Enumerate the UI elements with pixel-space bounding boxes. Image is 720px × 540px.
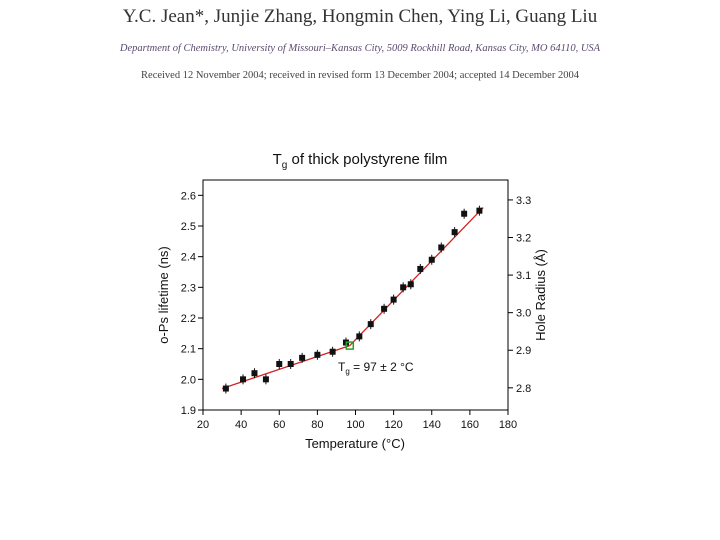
data-point [329,348,336,355]
tg-chart: Tg of thick polystyrene film 20 40 60 80 100… [156,151,548,451]
data-point [251,370,258,377]
data-point [461,210,468,217]
x-tick-label: 160 [461,419,479,431]
y-axis-right: 2.8 2.9 3.0 3.1 3.2 3.3 [508,195,531,395]
data-point [262,376,269,383]
x-axis-label: Temperature (°C) [305,436,405,451]
y2-tick-label: 3.2 [516,233,531,245]
paper-received-dates: Received 12 November 2004; received in r… [141,70,579,81]
x-tick-label: 20 [197,419,209,431]
data-points [222,205,483,394]
data-point [367,321,374,328]
x-tick-label: 100 [346,419,364,431]
y-tick-label: 2.4 [181,252,196,264]
x-tick-label: 40 [235,419,247,431]
tg-annotation-main: T [338,360,346,374]
y2-tick-label: 2.9 [516,345,531,357]
y-tick-label: 2.1 [181,344,196,356]
x-tick-label: 60 [273,419,285,431]
y-tick-label: 1.9 [181,405,196,417]
data-point [476,207,483,214]
tg-annotation-rest: = 97 ± 2 °C [350,360,414,374]
tg-point-marker [345,341,355,350]
x-tick-label: 140 [423,419,441,431]
data-point [407,281,414,288]
chart-title-rest: of thick polystyrene film [287,151,447,168]
x-tick-label: 180 [499,419,517,431]
y-tick-label: 2.0 [181,374,196,386]
chart-title-sub: g [282,160,288,171]
y2-tick-label: 2.8 [516,383,531,395]
data-point [428,256,435,263]
data-point [451,229,458,236]
y2-axis-label: Hole Radius (Å) [533,249,548,341]
y2-tick-label: 3.1 [516,270,531,282]
data-point [222,385,229,392]
data-point [287,361,294,367]
data-point [299,354,306,361]
data-point [400,284,407,291]
y-tick-label: 2.3 [181,282,196,294]
y-tick-label: 2.2 [181,313,196,325]
data-point [417,265,424,272]
data-point [390,296,397,303]
paper-affiliation: Department of Chemistry, University of M… [119,43,601,54]
data-point [276,361,283,367]
data-point [240,376,247,383]
chart-title-main: T [273,151,282,168]
data-point [356,333,363,340]
y-tick-label: 2.5 [181,221,196,233]
x-tick-label: 80 [311,419,323,431]
y-tick-label: 2.6 [181,190,196,202]
data-point [314,351,321,358]
tg-annotation-sub: g [345,367,349,376]
x-tick-label: 120 [384,419,402,431]
data-point [381,305,388,312]
chart-title: Tg of thick polystyrene film [273,151,448,171]
tg-annotation: Tg = 97 ± 2 °C [338,360,414,376]
y-axis-left: 1.9 2.0 2.1 2.2 2.3 2.4 2.5 2.6 [181,190,203,417]
data-point [438,244,445,251]
y2-tick-label: 3.3 [516,195,531,207]
x-axis: 20 40 60 80 100 120 140 160 180 [197,410,517,431]
y-axis-label: o-Ps lifetime (ns) [156,246,171,344]
y2-tick-label: 3.0 [516,308,531,320]
paper-authors: Y.C. Jean*, Junjie Zhang, Hongmin Chen, … [122,6,598,27]
